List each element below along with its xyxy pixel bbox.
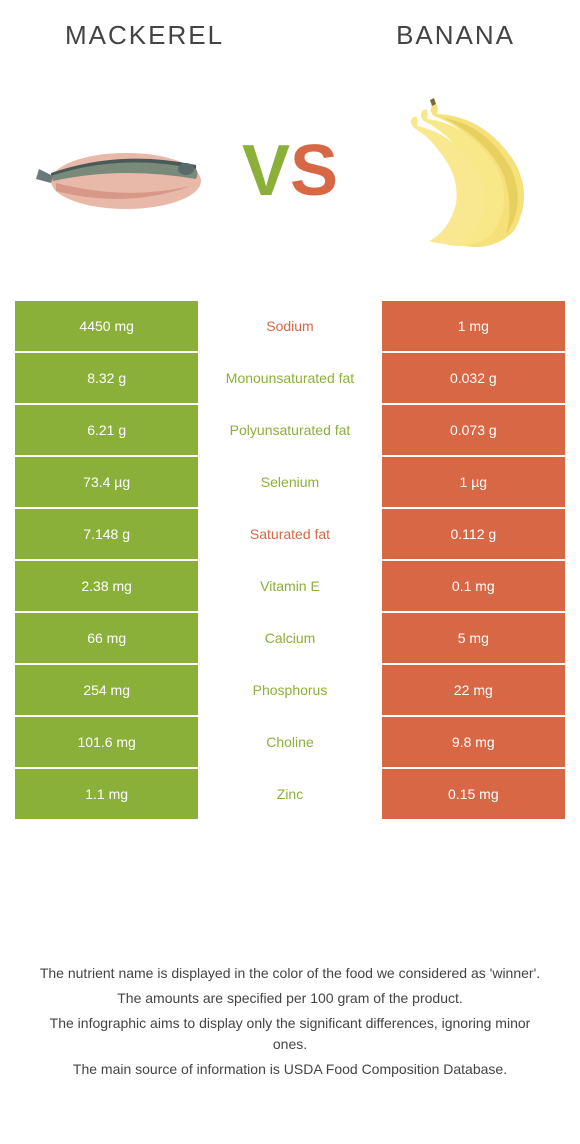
left-value: 254 mg — [15, 665, 198, 717]
left-food-title: Mackerel — [65, 20, 224, 51]
left-value: 1.1 mg — [15, 769, 198, 821]
images-row: VS — [15, 71, 565, 271]
table-row: 73.4 µgSelenium1 µg — [15, 457, 565, 509]
footnote-line: The amounts are specified per 100 gram o… — [35, 988, 545, 1009]
footnote-line: The main source of information is USDA F… — [35, 1059, 545, 1080]
table-row: 4450 mgSodium1 mg — [15, 301, 565, 353]
nutrient-label: Calcium — [198, 613, 381, 665]
table-row: 2.38 mgVitamin E0.1 mg — [15, 561, 565, 613]
table-row: 254 mgPhosphorus22 mg — [15, 665, 565, 717]
mackerel-image — [31, 91, 211, 251]
banana-icon — [374, 86, 544, 256]
nutrient-label: Phosphorus — [198, 665, 381, 717]
right-value: 0.032 g — [382, 353, 565, 405]
left-value: 8.32 g — [15, 353, 198, 405]
nutrient-label: Zinc — [198, 769, 381, 821]
table-row: 6.21 gPolyunsaturated fat0.073 g — [15, 405, 565, 457]
right-value: 22 mg — [382, 665, 565, 717]
nutrient-label: Selenium — [198, 457, 381, 509]
right-value: 1 µg — [382, 457, 565, 509]
header: Mackerel Banana — [15, 20, 565, 51]
right-value: 0.073 g — [382, 405, 565, 457]
footnote-line: The nutrient name is displayed in the co… — [35, 963, 545, 984]
right-value: 0.15 mg — [382, 769, 565, 821]
right-value: 9.8 mg — [382, 717, 565, 769]
nutrient-label: Vitamin E — [198, 561, 381, 613]
left-value: 73.4 µg — [15, 457, 198, 509]
vs-v: V — [242, 131, 290, 211]
left-value: 4450 mg — [15, 301, 198, 353]
nutrient-label: Saturated fat — [198, 509, 381, 561]
footnote-line: The infographic aims to display only the… — [35, 1013, 545, 1055]
right-value: 1 mg — [382, 301, 565, 353]
nutrient-label: Sodium — [198, 301, 381, 353]
table-row: 101.6 mgCholine9.8 mg — [15, 717, 565, 769]
banana-image — [369, 91, 549, 251]
left-value: 101.6 mg — [15, 717, 198, 769]
nutrient-label: Polyunsaturated fat — [198, 405, 381, 457]
vs-label: VS — [242, 135, 338, 207]
table-row: 1.1 mgZinc0.15 mg — [15, 769, 565, 821]
left-value: 66 mg — [15, 613, 198, 665]
right-value: 0.112 g — [382, 509, 565, 561]
left-value: 7.148 g — [15, 509, 198, 561]
left-value: 6.21 g — [15, 405, 198, 457]
right-value: 0.1 mg — [382, 561, 565, 613]
nutrient-label: Choline — [198, 717, 381, 769]
vs-s: S — [290, 131, 338, 211]
footnotes: The nutrient name is displayed in the co… — [15, 963, 565, 1084]
left-value: 2.38 mg — [15, 561, 198, 613]
mackerel-icon — [31, 121, 211, 221]
right-value: 5 mg — [382, 613, 565, 665]
nutrient-table: 4450 mgSodium1 mg8.32 gMonounsaturated f… — [15, 301, 565, 821]
table-row: 66 mgCalcium5 mg — [15, 613, 565, 665]
right-food-title: Banana — [396, 20, 515, 51]
nutrient-label: Monounsaturated fat — [198, 353, 381, 405]
table-row: 8.32 gMonounsaturated fat0.032 g — [15, 353, 565, 405]
table-row: 7.148 gSaturated fat0.112 g — [15, 509, 565, 561]
